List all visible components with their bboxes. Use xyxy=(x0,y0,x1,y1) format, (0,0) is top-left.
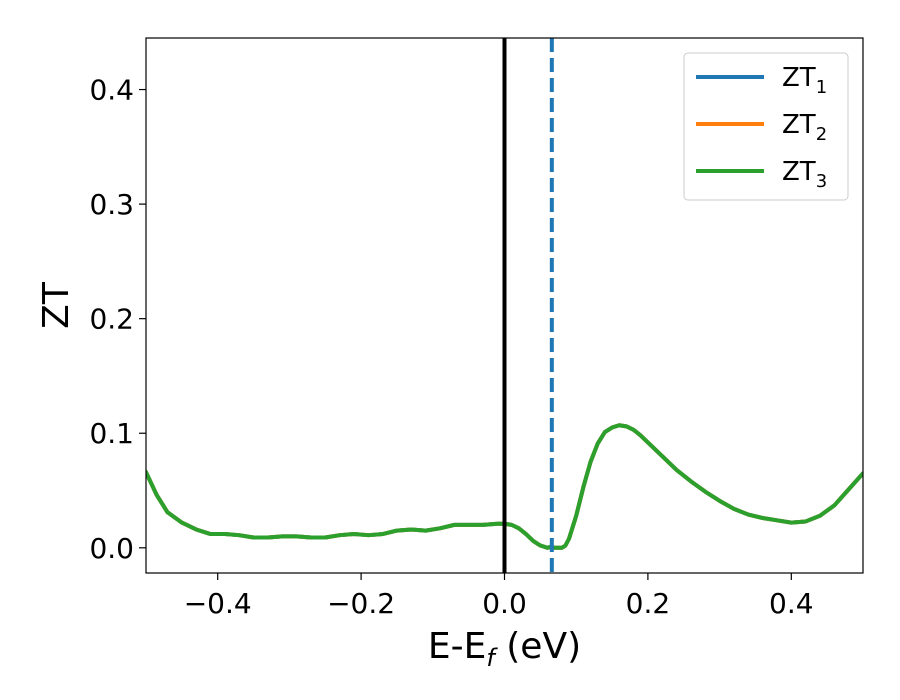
legend-box xyxy=(683,52,849,201)
y-tick-label: 0.4 xyxy=(89,74,134,107)
y-tick-label: 0.0 xyxy=(89,532,134,565)
x-tick-label: 0.0 xyxy=(482,587,527,620)
x-axis-label-unit: (eV) xyxy=(495,626,581,667)
series-group xyxy=(146,423,863,550)
x-tick-label: −0.4 xyxy=(184,587,252,620)
y-tick-label: 0.2 xyxy=(89,303,134,336)
legend-label-1: ZT1 xyxy=(782,63,827,98)
x-tick-label: 0.4 xyxy=(769,587,814,620)
reference-lines xyxy=(502,38,554,573)
x-axis-label: E-Ef (eV) xyxy=(428,626,581,672)
y-tick-label: 0.1 xyxy=(89,417,134,450)
legend-label-2: ZT2 xyxy=(782,110,827,145)
x-axis-ticks: −0.4 −0.2 0.0 0.2 0.4 xyxy=(184,573,814,620)
legend: ZT1 ZT2 ZT3 xyxy=(683,52,849,201)
series-line-3 xyxy=(146,423,863,550)
legend-label-3: ZT3 xyxy=(782,157,827,192)
x-tick-label: 0.2 xyxy=(626,587,671,620)
x-axis-label-main: E-E xyxy=(428,626,486,667)
y-axis-ticks: 0.0 0.1 0.2 0.3 0.4 xyxy=(89,74,146,565)
y-axis-label: ZT xyxy=(36,281,77,329)
y-tick-label: 0.3 xyxy=(89,188,134,221)
legend-items: ZT1 ZT2 ZT3 xyxy=(696,63,827,192)
x-tick-label: −0.2 xyxy=(327,587,395,620)
